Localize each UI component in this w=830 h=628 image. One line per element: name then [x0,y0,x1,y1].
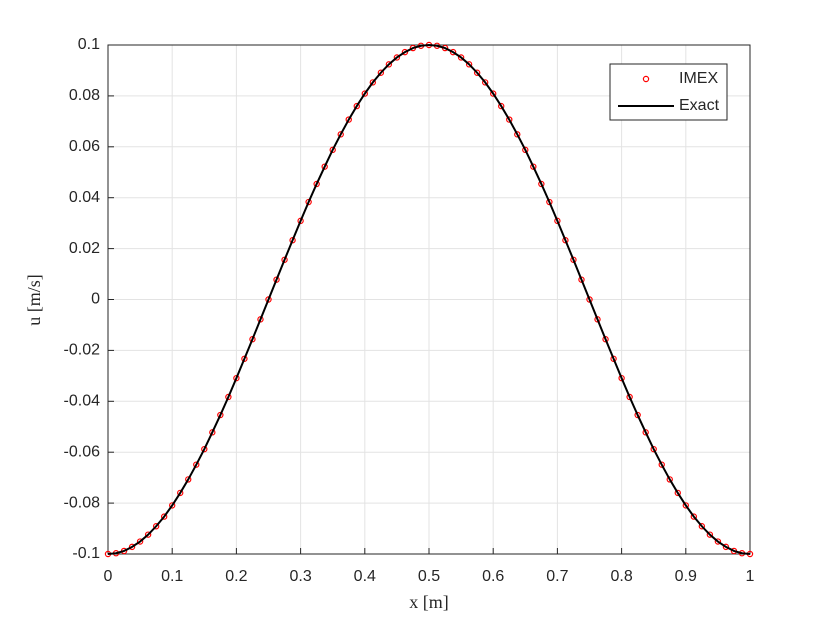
legend-box [609,63,728,121]
data-point [626,393,633,401]
data-point [128,543,136,551]
data-line [107,43,751,555]
x-tick-label: 0.2 [225,568,247,585]
data-point [152,523,160,530]
data-point [361,90,368,97]
data-point [642,429,649,436]
data-point [393,54,401,61]
data-point [650,445,657,453]
x-tick-label: 0.4 [354,568,376,585]
x-tick-label: 0.7 [546,568,568,585]
y-tick-label: -0.06 [64,443,101,460]
data-point [538,180,545,188]
legend-label: Exact [679,97,720,114]
y-tick-label: -0.04 [64,393,101,410]
data-point [160,513,168,520]
legend: IMEX Exact [609,63,728,121]
x-tick-label: 0.3 [289,568,311,585]
x-tick-label: 0 [104,568,113,585]
data-point [321,163,328,170]
data-point [193,461,200,468]
data-point [481,79,489,86]
data-point [337,131,344,138]
data-point [698,523,706,530]
data-point [209,429,216,436]
data-point [449,48,457,56]
y-tick-label: 0.1 [78,36,100,53]
data-point [530,163,537,170]
data-point [401,48,409,56]
x-tick-label: 0.1 [161,568,183,585]
data-point [369,79,377,86]
x-tick-label: 0.8 [610,568,632,585]
y-tick-label: 0.04 [69,189,100,206]
y-axis-label: u [m/s] [24,274,44,326]
data-point [201,445,208,453]
y-tick-label: 0.08 [69,87,100,104]
y-tick-label: -0.1 [72,545,100,562]
data-point [722,543,730,551]
data-point [305,198,312,206]
y-tick-label: -0.02 [64,342,101,359]
data-point [385,61,393,68]
data-point [706,531,714,538]
y-tick-label: -0.08 [64,494,101,511]
data-point [546,198,553,206]
data-point [136,538,144,545]
data-point [329,146,336,154]
data-point [498,102,505,110]
x-axis-label: x [m] [409,592,449,612]
data-point [634,411,641,419]
data-point [690,513,698,520]
data-point [506,116,513,123]
y-tick-label: 0.06 [69,138,100,155]
data-point [225,393,232,401]
data-point [666,476,673,483]
x-tick-label: 0.6 [482,568,504,585]
data-point [490,90,497,97]
data-point [473,69,481,76]
data-point [345,116,352,123]
x-tick-label: 0.5 [418,568,440,585]
data-point [674,489,681,497]
data-point [658,461,665,468]
data-point [144,531,152,538]
data-point [185,476,192,483]
data-point [353,102,360,110]
x-tick-label: 0.9 [675,568,697,585]
data-point [465,61,473,68]
data-point [457,54,465,61]
data-point [217,411,224,419]
x-tick-label: 1 [746,568,755,585]
data-point [168,502,176,509]
y-tick-label: 0 [91,291,100,308]
legend-marker [642,75,650,83]
data-point [377,69,385,76]
data-point [514,131,521,138]
data-point [177,489,184,497]
legend-label: IMEX [679,70,718,87]
data-point [522,146,529,154]
y-tick-label: 0.02 [69,240,100,257]
data-point [682,502,690,509]
data-point [313,180,320,188]
data-point [714,538,722,545]
